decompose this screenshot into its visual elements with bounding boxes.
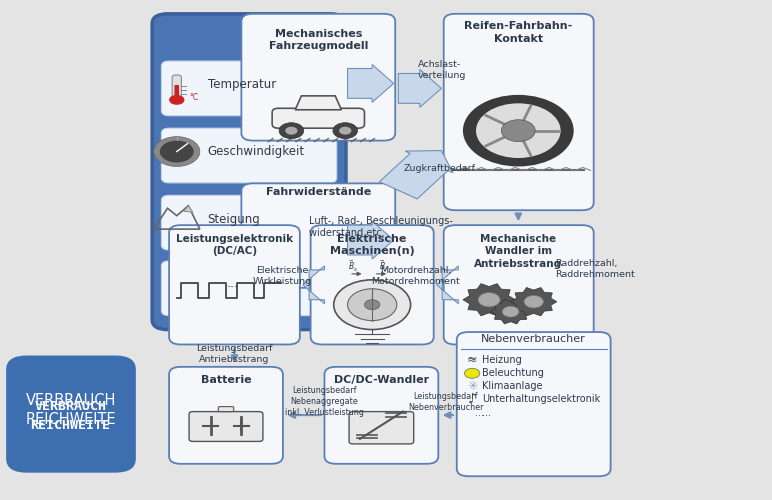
Text: $\vec{B}_s$: $\vec{B}_s$	[348, 259, 358, 274]
Text: Leistungselektronik
(DC/AC): Leistungselektronik (DC/AC)	[176, 234, 293, 256]
FancyBboxPatch shape	[8, 357, 134, 472]
Text: Leistungsbedarf
Nebenaggregate
inkl. Verlustleistung: Leistungsbedarf Nebenaggregate inkl. Ver…	[285, 386, 364, 418]
FancyBboxPatch shape	[242, 184, 395, 288]
Circle shape	[339, 126, 351, 134]
FancyBboxPatch shape	[444, 225, 594, 344]
Text: Luft-, Rad-, Beschleunigungs-
widerstand etc.: Luft-, Rad-, Beschleunigungs- widerstand…	[309, 216, 453, 238]
Polygon shape	[184, 206, 193, 212]
Text: ...: ...	[476, 408, 484, 418]
Circle shape	[169, 95, 185, 105]
FancyBboxPatch shape	[169, 225, 300, 344]
FancyBboxPatch shape	[152, 14, 346, 330]
FancyBboxPatch shape	[444, 14, 594, 210]
Text: Raddrehzahl,
Raddrehmoment: Raddrehzahl, Raddrehmoment	[555, 259, 635, 279]
Polygon shape	[347, 64, 394, 102]
Text: Steigung: Steigung	[208, 212, 260, 226]
Text: Fahrwiderstände: Fahrwiderstände	[266, 188, 371, 198]
Text: Zugkraftbedarf: Zugkraftbedarf	[404, 164, 476, 173]
Text: DC/DC-Wandler: DC/DC-Wandler	[334, 376, 429, 386]
Text: ✳: ✳	[467, 380, 477, 392]
Polygon shape	[347, 221, 394, 259]
Text: Heizung: Heizung	[482, 356, 522, 366]
Text: Mechanisches
Fahrzeugmodell: Mechanisches Fahrzeugmodell	[269, 28, 368, 51]
Circle shape	[478, 292, 500, 307]
FancyBboxPatch shape	[324, 367, 438, 464]
Text: Leistungsbedarf
Antriebsstrang: Leistungsbedarf Antriebsstrang	[196, 344, 273, 364]
FancyBboxPatch shape	[457, 332, 611, 476]
Text: Temperatur: Temperatur	[208, 78, 276, 92]
Circle shape	[465, 368, 480, 378]
Text: Reifen-Fahrbahn-
Kontakt: Reifen-Fahrbahn- Kontakt	[464, 22, 572, 44]
FancyBboxPatch shape	[174, 85, 179, 100]
Polygon shape	[510, 288, 557, 316]
Text: VERBRAUCH
REICHWEITE: VERBRAUCH REICHWEITE	[25, 394, 116, 427]
Circle shape	[279, 122, 303, 138]
Text: ♪: ♪	[468, 392, 476, 406]
Polygon shape	[303, 266, 324, 304]
Circle shape	[285, 126, 297, 134]
FancyBboxPatch shape	[172, 75, 181, 102]
Text: ...: ...	[227, 278, 239, 290]
Text: ~: ~	[467, 352, 477, 365]
Circle shape	[347, 289, 397, 320]
Circle shape	[364, 300, 380, 310]
Text: ...: ...	[482, 408, 491, 418]
Text: VERBRAUCH: VERBRAUCH	[35, 400, 107, 412]
Circle shape	[154, 136, 200, 166]
Polygon shape	[463, 284, 515, 316]
Circle shape	[501, 120, 535, 142]
FancyBboxPatch shape	[161, 61, 337, 116]
Text: Mechanische
Wandler im
Antriebsstrang: Mechanische Wandler im Antriebsstrang	[474, 234, 562, 269]
FancyBboxPatch shape	[218, 406, 234, 412]
Circle shape	[524, 296, 543, 308]
Polygon shape	[491, 300, 530, 324]
Polygon shape	[379, 150, 453, 199]
Polygon shape	[437, 266, 459, 304]
Text: Unterhaltungselektronik: Unterhaltungselektronik	[482, 394, 601, 404]
FancyBboxPatch shape	[273, 108, 364, 128]
Circle shape	[333, 122, 357, 138]
Text: Motordrehzahl,
Motordrehmoment: Motordrehzahl, Motordrehmoment	[371, 266, 460, 286]
Circle shape	[476, 104, 560, 158]
Circle shape	[160, 140, 194, 162]
Text: °C: °C	[189, 93, 198, 102]
Text: REICHWEITE: REICHWEITE	[31, 418, 110, 432]
FancyBboxPatch shape	[161, 196, 337, 250]
Text: Leistungsbedarf
Nebenverbraucher: Leistungsbedarf Nebenverbraucher	[408, 392, 484, 411]
FancyBboxPatch shape	[161, 261, 337, 316]
Text: Batterie: Batterie	[201, 376, 252, 386]
FancyBboxPatch shape	[161, 128, 337, 183]
Text: Beleuchtung: Beleuchtung	[482, 368, 544, 378]
Polygon shape	[398, 70, 442, 108]
Text: Elektrische
Maschinen(n): Elektrische Maschinen(n)	[330, 234, 415, 256]
Text: ~: ~	[467, 354, 477, 366]
Circle shape	[334, 280, 411, 330]
Text: Achslast-
verteilung: Achslast- verteilung	[418, 60, 466, 80]
FancyBboxPatch shape	[169, 367, 283, 464]
FancyBboxPatch shape	[189, 412, 263, 442]
FancyBboxPatch shape	[242, 14, 395, 140]
Text: Klimaanlage: Klimaanlage	[482, 381, 543, 391]
FancyBboxPatch shape	[349, 412, 414, 444]
Text: $\vec{B}_r$: $\vec{B}_r$	[379, 259, 388, 274]
Circle shape	[463, 95, 574, 166]
Circle shape	[503, 306, 519, 317]
Text: Nebenverbraucher: Nebenverbraucher	[481, 334, 586, 344]
FancyBboxPatch shape	[310, 225, 434, 344]
Text: Elektrische
Wirkleistung: Elektrische Wirkleistung	[252, 266, 312, 286]
Polygon shape	[295, 96, 341, 110]
Text: ~: ~	[467, 354, 477, 368]
Text: Geschwindigkeit: Geschwindigkeit	[208, 145, 305, 158]
